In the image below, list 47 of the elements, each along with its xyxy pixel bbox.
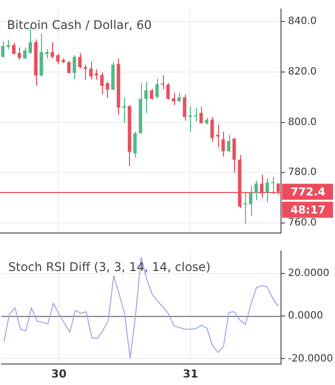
- candlestick: [45, 48, 49, 59]
- candlestick: [172, 92, 176, 106]
- candlestick: [254, 180, 258, 201]
- candlestick: [18, 47, 21, 60]
- text: 48:17: [290, 204, 326, 217]
- candlestick: [266, 178, 269, 204]
- candlestick: [210, 116, 214, 142]
- candlestick: [67, 60, 71, 74]
- candlestick: [94, 68, 98, 80]
- text: Bitcoin Cash / Dollar, 60: [7, 18, 152, 32]
- y-tick-label: -20.0000: [288, 353, 333, 364]
- candlestick: [106, 81, 110, 99]
- candlestick: [221, 131, 225, 158]
- candlestick: [194, 108, 198, 122]
- candlestick: [182, 94, 186, 122]
- y-tick-label: 0.0000: [288, 310, 323, 322]
- candlestick: [84, 64, 88, 80]
- candlestick: [271, 176, 274, 194]
- y-tick-label: 20.0000: [288, 268, 330, 279]
- y-tick-label: 840.0: [288, 16, 317, 28]
- candlestick: [100, 72, 104, 95]
- candlestick: [177, 92, 181, 103]
- x-tick-label: 31: [182, 367, 198, 380]
- candlestick: [226, 134, 230, 152]
- candlestick: [12, 42, 16, 56]
- candlestick: [1, 40, 4, 58]
- candlestick: [89, 61, 93, 80]
- candlestick: [50, 42, 54, 59]
- y-tick-label: 780.0: [288, 167, 317, 178]
- candlestick: [232, 137, 236, 173]
- x-tick-label: 30: [51, 367, 67, 380]
- candlestick: [23, 47, 26, 60]
- candlestick: [40, 32, 44, 77]
- y-tick-label: 820.0: [288, 66, 317, 78]
- candlestick: [243, 192, 247, 224]
- text: Stoch RSI Diff (3, 3, 14, 14, close): [8, 260, 211, 274]
- candlestick: [56, 53, 60, 65]
- candlestick: [248, 185, 252, 216]
- candlestick: [72, 54, 76, 80]
- ref-line-label: 772.4: [290, 186, 326, 199]
- candlestick: [78, 52, 82, 69]
- candlestick: [6, 39, 10, 50]
- y-tick-label: 800.0: [288, 116, 317, 128]
- y-tick-label: 760.0: [288, 218, 317, 229]
- candlestick: [199, 106, 203, 124]
- candlestick: [216, 124, 220, 148]
- candlestick: [166, 82, 170, 100]
